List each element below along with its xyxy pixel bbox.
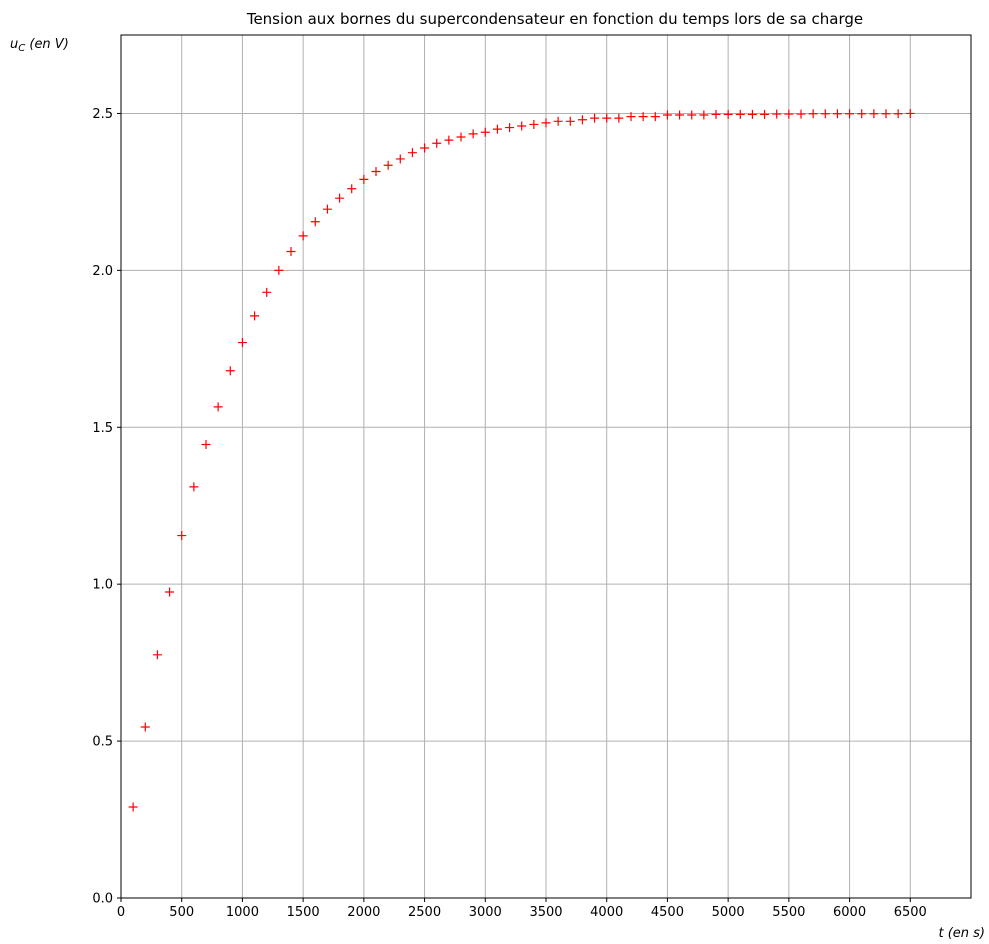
- data-point: [796, 109, 806, 119]
- data-point: [565, 116, 575, 126]
- data-point: [492, 124, 502, 134]
- data-points: [128, 108, 915, 812]
- y-tick-label: 2.0: [92, 264, 113, 279]
- data-point: [784, 109, 794, 119]
- data-point: [857, 109, 867, 119]
- data-point: [893, 109, 903, 119]
- data-point: [480, 127, 490, 137]
- data-point: [213, 402, 223, 412]
- x-tick-label: 3500: [529, 905, 562, 920]
- data-point: [310, 217, 320, 227]
- data-point: [869, 109, 879, 119]
- data-point: [541, 118, 551, 128]
- data-point: [650, 112, 660, 122]
- y-tick-label: 0.0: [92, 892, 113, 907]
- y-tick-label: 1.5: [92, 421, 113, 436]
- chart-title: Tension aux bornes du supercondensateur …: [246, 10, 863, 28]
- data-point: [262, 287, 272, 297]
- grid-lines: [120, 35, 971, 899]
- y-axis-label-main: u: [10, 37, 18, 52]
- data-point: [505, 123, 515, 133]
- data-point: [371, 167, 381, 177]
- x-tick-label: 0: [117, 905, 125, 920]
- data-point: [420, 143, 430, 153]
- y-tick-label: 2.5: [92, 107, 113, 122]
- data-point: [626, 112, 636, 122]
- x-tick-label: 500: [169, 905, 194, 920]
- data-point: [432, 138, 442, 148]
- data-point: [165, 587, 175, 597]
- y-tick-label: 0.5: [92, 735, 113, 750]
- data-point: [468, 129, 478, 139]
- x-tick-label: 4500: [651, 905, 684, 920]
- data-point: [699, 110, 709, 120]
- data-point: [590, 113, 600, 123]
- data-point: [772, 109, 782, 119]
- data-point: [577, 115, 587, 125]
- x-tick-label: 6000: [833, 905, 866, 920]
- data-point: [456, 132, 466, 142]
- x-tick-label: 1000: [226, 905, 259, 920]
- data-point: [383, 160, 393, 170]
- data-point: [845, 109, 855, 119]
- data-point: [662, 110, 672, 120]
- data-point: [735, 109, 745, 119]
- data-point: [675, 110, 685, 120]
- data-point: [711, 109, 721, 119]
- data-point: [322, 204, 332, 214]
- data-point: [832, 109, 842, 119]
- x-tick-label: 1500: [287, 905, 320, 920]
- data-point: [286, 247, 296, 257]
- x-tick-label: 2500: [408, 905, 441, 920]
- data-point: [152, 650, 162, 660]
- data-point: [189, 482, 199, 492]
- y-axis-label-rest: (en V): [25, 37, 69, 52]
- data-point: [128, 802, 138, 812]
- data-point: [347, 184, 357, 194]
- data-point: [687, 110, 697, 120]
- ticks: 0 500 1000 1500 2000 2500 3000 3500 4000 4500 5000…: [92, 107, 927, 920]
- data-point: [444, 135, 454, 145]
- data-point: [760, 109, 770, 119]
- data-point: [517, 121, 527, 131]
- data-point: [177, 531, 187, 541]
- plot-frame: [120, 34, 972, 899]
- x-tick-label: 3000: [469, 905, 502, 920]
- x-axis-label: t (en s): [938, 926, 985, 941]
- x-tick-label: 5500: [772, 905, 805, 920]
- x-tick-label: 4000: [590, 905, 623, 920]
- data-point: [335, 193, 345, 203]
- data-point: [237, 338, 247, 348]
- data-point: [553, 116, 563, 126]
- data-point: [359, 174, 369, 184]
- data-point: [881, 109, 891, 119]
- data-point: [905, 108, 915, 118]
- data-point: [638, 112, 648, 122]
- data-point: [140, 722, 150, 732]
- data-point: [747, 109, 757, 119]
- x-tick-label: 2000: [347, 905, 380, 920]
- data-point: [225, 366, 235, 376]
- x-tick-label: 5000: [712, 905, 745, 920]
- y-axis-label-sub: C: [18, 43, 25, 54]
- data-point: [298, 231, 308, 241]
- data-point: [614, 113, 624, 123]
- y-tick-label: 1.0: [92, 578, 113, 593]
- data-point: [201, 440, 211, 450]
- y-axis-label: uC (en V): [10, 37, 69, 54]
- data-point: [407, 148, 417, 158]
- data-point: [274, 265, 284, 275]
- data-point: [250, 311, 260, 321]
- data-point: [602, 113, 612, 123]
- data-point: [395, 154, 405, 164]
- data-point: [529, 119, 539, 129]
- data-point: [820, 109, 830, 119]
- x-tick-label: 6500: [894, 905, 927, 920]
- data-point: [723, 109, 733, 119]
- data-point: [808, 109, 818, 119]
